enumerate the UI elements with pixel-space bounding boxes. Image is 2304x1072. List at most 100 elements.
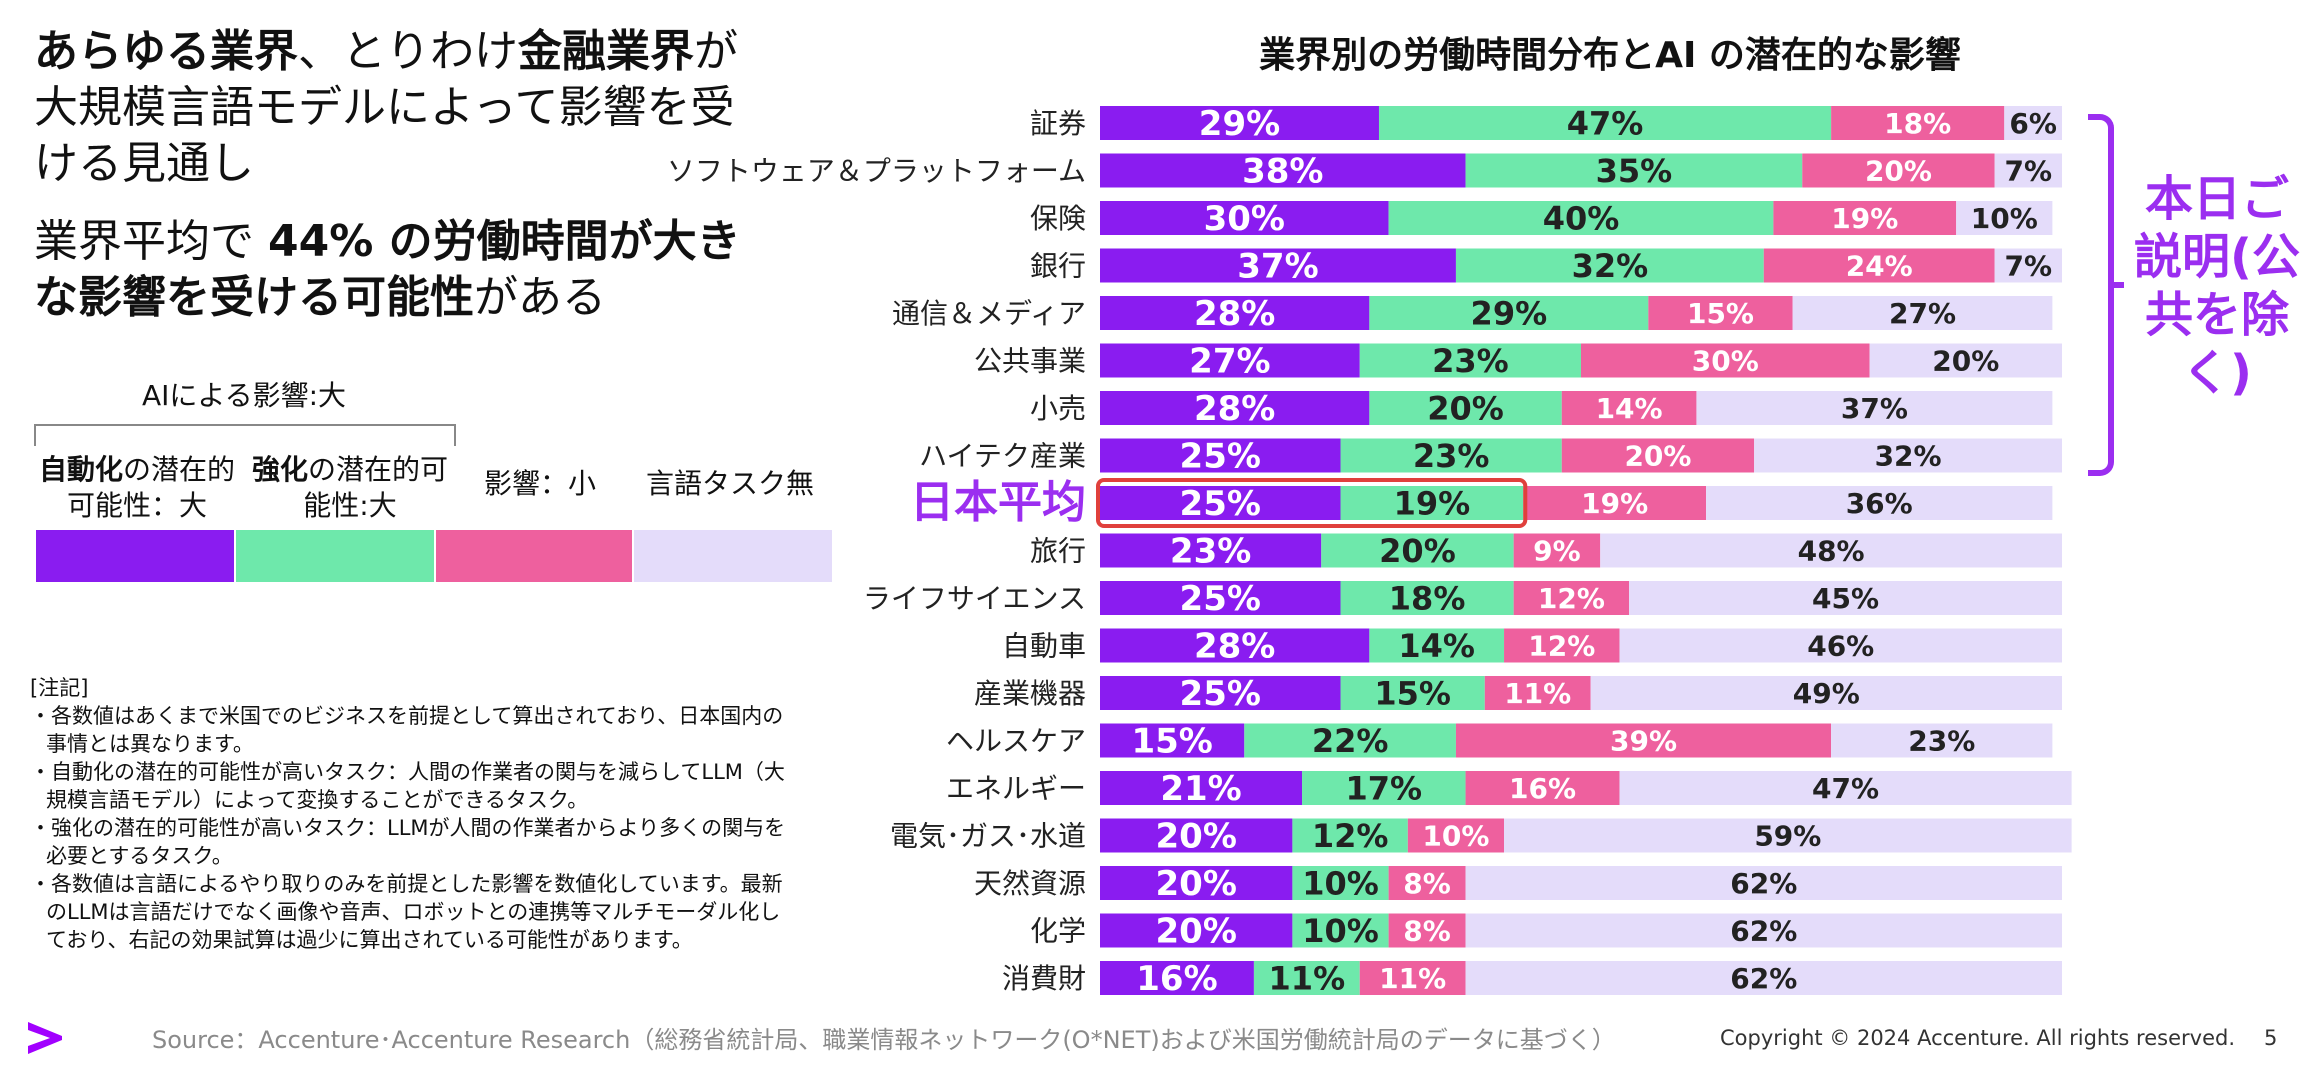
note-item-4: ・各数値は言語によるやり取りのみを前提とした影響を数値化しています。最新のLLM… bbox=[30, 872, 783, 952]
chart-title: 業界別の労働時間分布とAI の潜在的な影響 bbox=[1259, 35, 1961, 76]
bar-segment bbox=[1100, 913, 1293, 948]
data-label: 6% bbox=[2009, 107, 2057, 140]
bar-segment bbox=[1523, 486, 1707, 520]
data-label: 25% bbox=[1180, 579, 1261, 619]
legend-bracket bbox=[34, 424, 456, 446]
bar-segment bbox=[1754, 438, 2062, 473]
side-note: 本日ご説明(公共を除く) bbox=[2134, 171, 2300, 401]
bar-segment bbox=[1100, 153, 1466, 188]
bar-segment bbox=[1773, 201, 1957, 235]
bar-segment bbox=[1504, 628, 1620, 663]
data-label: 12% bbox=[1312, 817, 1389, 855]
bar-segment bbox=[1561, 391, 1697, 425]
legend-label-augmentation-bold: 強化 bbox=[251, 453, 308, 486]
bar-segment bbox=[1696, 391, 2053, 425]
data-label: 35% bbox=[1596, 152, 1673, 190]
category-label: 銀行 bbox=[1030, 250, 1086, 283]
bar-segment bbox=[1561, 438, 1755, 473]
bar-segment bbox=[1100, 486, 1341, 520]
note-item-1: ・各数値はあくまで米国でのビジネスを前提として算出されており、日本国内の事情とは… bbox=[30, 704, 784, 756]
bar-segment bbox=[1763, 248, 1995, 283]
data-label: 11% bbox=[1504, 677, 1571, 710]
bar-segment bbox=[1619, 771, 2072, 805]
data-label: 25% bbox=[1180, 674, 1261, 714]
data-label: 30% bbox=[1692, 345, 1759, 378]
bar-segment bbox=[1388, 866, 1466, 900]
legend-label-low-impact: 影響：小 bbox=[483, 467, 596, 500]
category-label: 産業機器 bbox=[974, 677, 1086, 710]
page-number: 5 bbox=[2264, 1026, 2278, 1050]
data-label: 27% bbox=[1889, 297, 1956, 330]
bar-segment bbox=[1100, 106, 1379, 140]
bar-segment bbox=[1100, 628, 1370, 663]
bar-segment bbox=[2004, 106, 2062, 140]
data-label: 10% bbox=[1971, 202, 2038, 235]
data-label: 24% bbox=[1846, 250, 1913, 283]
bar-segment bbox=[1292, 866, 1389, 900]
bar-segment bbox=[1956, 201, 2053, 235]
bar-segment bbox=[1100, 723, 1245, 758]
data-label: 20% bbox=[1427, 390, 1504, 428]
data-label: 20% bbox=[1156, 817, 1237, 857]
category-label: 化学 bbox=[1030, 915, 1086, 948]
category-label: エネルギー bbox=[946, 772, 1086, 805]
bar-segment bbox=[1455, 248, 1764, 283]
bar-segment bbox=[1359, 961, 1466, 995]
category-label: 公共事業 bbox=[974, 345, 1086, 378]
bar-segment bbox=[1513, 581, 1630, 615]
data-label: 19% bbox=[1394, 485, 1471, 523]
category-label: 証券 bbox=[1030, 107, 1086, 140]
legend-swatch-augmentation bbox=[236, 530, 434, 582]
data-label: 18% bbox=[1389, 580, 1466, 618]
headline-text-2: 、とりわけ bbox=[298, 26, 518, 77]
note-item-2: ・自動化の潜在的可能性が高いタスク：人間の作業者の関与を減らしてLLM（大規模言… bbox=[30, 760, 785, 812]
category-label: ソフトウェア＆プラットフォーム bbox=[667, 155, 1086, 188]
bar-segment bbox=[1465, 153, 1803, 188]
data-label: 62% bbox=[1730, 962, 1797, 995]
data-label: 62% bbox=[1730, 867, 1797, 900]
data-label: 20% bbox=[1379, 532, 1456, 570]
data-label: 15% bbox=[1131, 722, 1212, 762]
bar-segment bbox=[1465, 913, 2062, 948]
legend-label-automation: 自動化の潜在的可能性：大 bbox=[34, 452, 240, 524]
headline-text-4: が大規模言語モデルによって影響を受ける見通し bbox=[34, 26, 738, 189]
bar-segment bbox=[1407, 818, 1505, 853]
bar-segment bbox=[1590, 676, 2062, 710]
legend-label-augmentation: 強化の潜在的可能性:大 bbox=[250, 452, 450, 524]
data-label: 37% bbox=[1237, 247, 1318, 287]
data-label: 10% bbox=[1422, 820, 1489, 853]
bar-segment bbox=[1359, 343, 1581, 378]
bar-segment bbox=[1802, 153, 1995, 188]
bar-segment bbox=[1629, 581, 2062, 615]
bar-segment bbox=[1369, 296, 1649, 330]
data-label: 22% bbox=[1312, 722, 1389, 760]
data-label: 11% bbox=[1379, 962, 1446, 995]
data-label: 20% bbox=[1865, 155, 1932, 188]
data-label: 7% bbox=[2005, 155, 2053, 188]
note-item-3: ・強化の潜在的可能性が高いタスク：LLMが人間の作業者からより多くの関与を必要と… bbox=[30, 816, 786, 868]
data-label: 25% bbox=[1180, 484, 1261, 524]
legend-label-automation-rest: の潜在的可能性：大 bbox=[66, 453, 236, 522]
category-label: 通信＆メディア bbox=[892, 297, 1086, 330]
data-label: 48% bbox=[1798, 535, 1865, 568]
data-label: 8% bbox=[1403, 867, 1451, 900]
bar-segment bbox=[1369, 391, 1562, 425]
bar-segment bbox=[1340, 676, 1485, 710]
data-label: 29% bbox=[1471, 295, 1548, 333]
bracket-right bbox=[2088, 114, 2114, 476]
data-label: 36% bbox=[1846, 487, 1913, 520]
bar-segment bbox=[1100, 201, 1389, 235]
bar-segment bbox=[1100, 248, 1456, 283]
data-label: 20% bbox=[1156, 864, 1237, 904]
category-label: 消費財 bbox=[1002, 962, 1086, 995]
data-label: 20% bbox=[1624, 440, 1691, 473]
data-label: 38% bbox=[1242, 152, 1323, 192]
bar-segment bbox=[1831, 106, 2005, 140]
bar-segment bbox=[1388, 913, 1466, 948]
category-label: 電気･ガス･水道 bbox=[890, 820, 1086, 853]
bar-segment bbox=[1388, 201, 1774, 235]
bar-segment bbox=[1513, 533, 1601, 568]
bar-segment bbox=[1378, 106, 1832, 140]
headline: あらゆる業界、とりわけ金融業界が大規模言語モデルによって影響を受ける見通し bbox=[34, 24, 754, 192]
bracket-tick bbox=[2108, 282, 2124, 288]
